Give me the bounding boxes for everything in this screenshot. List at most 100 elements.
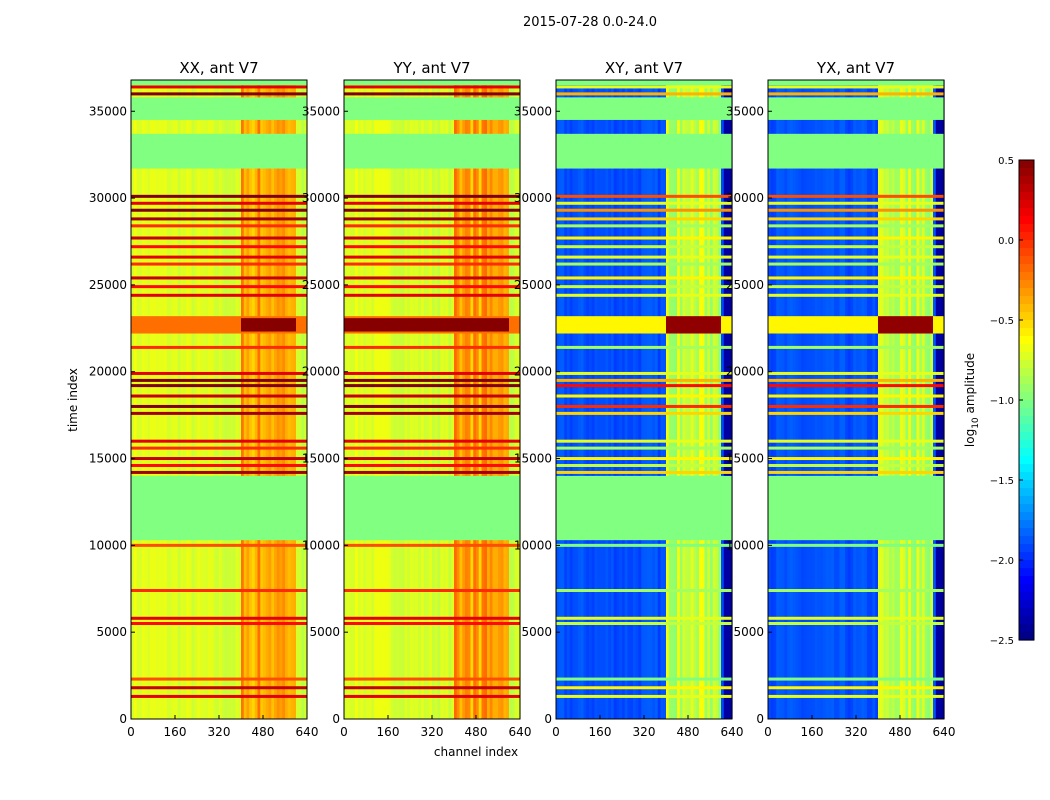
heatmap-column (155, 80, 160, 719)
heatmap-column (644, 80, 648, 719)
heatmap-column (941, 80, 945, 719)
heatmap-column (850, 80, 854, 719)
heatmap-column (704, 80, 708, 719)
heatmap-column (853, 80, 857, 719)
heatmap-column (922, 80, 926, 719)
heatmap-column (933, 80, 937, 719)
heatmap-column (481, 80, 485, 719)
colorbar-segment (1019, 544, 1034, 553)
heatmap-column (806, 80, 810, 719)
heatmap-time-stripe (131, 616, 307, 620)
heatmap-column (564, 80, 568, 719)
heatmap-column (633, 80, 637, 719)
heatmap-time-stripe (556, 236, 732, 240)
heatmap-column (649, 80, 653, 719)
colorbar-segment (1019, 520, 1034, 529)
heatmap-time-stripe (768, 236, 944, 240)
heatmap-time-stripe (556, 616, 732, 620)
heatmap-column (627, 80, 631, 719)
heatmap-time-stripe (768, 245, 944, 249)
heatmap-column (828, 80, 832, 719)
heatmap-column (578, 80, 582, 719)
heatmap-column (613, 80, 618, 719)
heatmap-flagged-region (131, 475, 307, 541)
colorbar-segment (1019, 432, 1034, 441)
heatmap-column (798, 80, 802, 719)
colorbar-segment (1019, 280, 1034, 289)
heatmap-time-stripe (556, 470, 732, 474)
x-tick-label: 480 (677, 725, 700, 739)
heatmap-column (707, 80, 711, 719)
heatmap-column (290, 80, 294, 719)
heatmap-time-stripe (131, 245, 307, 249)
colorbar-segment (1019, 576, 1034, 585)
panel-title: XY, ant V7 (605, 59, 683, 77)
heatmap-column (147, 80, 151, 719)
heatmap-column (715, 80, 719, 719)
heatmap-column (213, 80, 217, 719)
heatmap-column (655, 80, 659, 719)
y-tick-label: 25000 (302, 278, 340, 292)
heatmap-column (894, 80, 898, 719)
heatmap-column (842, 80, 846, 719)
heatmap-column (685, 80, 689, 719)
colorbar-segment (1019, 496, 1034, 505)
colorbar-segment (1019, 608, 1034, 617)
heatmap-column (784, 80, 788, 719)
heatmap-column (133, 80, 138, 719)
x-tick-label: 480 (252, 725, 275, 739)
heatmap-time-stripe (344, 457, 520, 461)
y-tick-label: 20000 (514, 365, 552, 379)
heatmap-column (172, 80, 176, 719)
heatmap-time-stripe (344, 293, 520, 297)
heatmap-column (839, 80, 843, 719)
colorbar-segment (1019, 416, 1034, 425)
colorbar-tick-label: −1.0 (990, 396, 1014, 407)
heatmap-column (175, 80, 179, 719)
heatmap-column (616, 80, 620, 719)
heatmap-column (429, 80, 433, 719)
y-tick-label: 30000 (726, 191, 764, 205)
heatmap-column (415, 80, 419, 719)
heatmap-column (858, 80, 863, 719)
heatmap-column (432, 80, 436, 719)
colorbar-segment (1019, 536, 1034, 545)
heatmap-column (729, 80, 733, 719)
heatmap-column (787, 80, 791, 719)
y-tick-label: 25000 (89, 278, 127, 292)
heatmap-column (210, 80, 215, 719)
heatmap-column (646, 80, 651, 719)
heatmap-column (158, 80, 162, 719)
panel-title: XX, ant V7 (179, 59, 258, 77)
heatmap-time-stripe (556, 686, 732, 690)
heatmap-time-stripe (768, 463, 944, 467)
heatmap-column (913, 80, 918, 719)
heatmap-column (399, 80, 403, 719)
heatmap-time-stripe (344, 446, 520, 450)
heatmap-column (249, 80, 253, 719)
heatmap-column (243, 80, 248, 719)
heatmap-column (216, 80, 220, 719)
heatmap-column (823, 80, 827, 719)
heatmap-column (845, 80, 849, 719)
heatmap-time-stripe (768, 262, 944, 266)
heatmap-column (150, 80, 154, 719)
heatmap-column (872, 80, 876, 719)
x-tick-label: 320 (421, 725, 444, 739)
heatmap-time-stripe (768, 371, 944, 375)
heatmap-column (875, 80, 879, 719)
heatmap-column (268, 80, 272, 719)
heatmap-time-stripe (131, 621, 307, 625)
heatmap-column (166, 80, 171, 719)
x-tick-label: 640 (296, 725, 319, 739)
heatmap-column (194, 80, 198, 719)
heatmap-time-stripe (344, 411, 520, 415)
heatmap-time-stripe (344, 621, 520, 625)
heatmap-time-stripe (131, 345, 307, 349)
heatmap-column (500, 80, 505, 719)
y-tick-label: 10000 (302, 538, 340, 552)
colorbar-tick-label: −2.5 (990, 636, 1014, 647)
heatmap-time-stripe (344, 208, 520, 212)
colorbar-segment (1019, 176, 1034, 185)
